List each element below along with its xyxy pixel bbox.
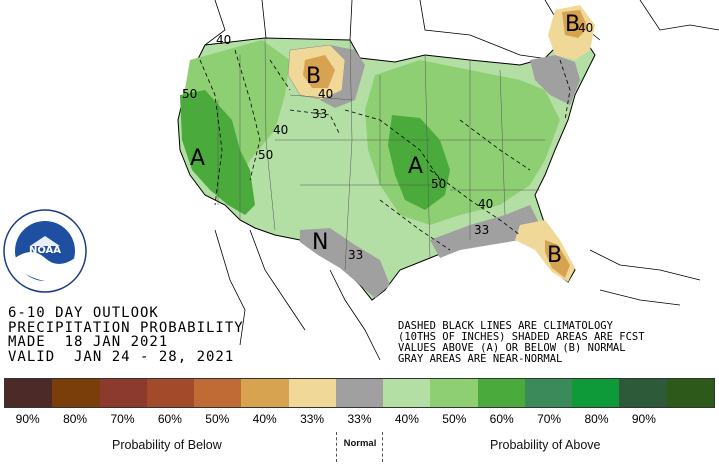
color-bin-label: 80% [63,412,88,426]
normal-region-north [320,45,365,108]
below-40-florida [545,240,570,278]
color-bin [430,379,478,407]
color-bin [146,379,195,407]
color-bin-label: 40% [252,412,277,426]
state-borders [217,37,545,271]
region-label-below-florida: B [547,243,563,268]
color-bin [619,379,667,407]
contour-label: 40 [478,197,494,211]
color-bin-label: 50% [205,412,230,426]
color-bin [572,379,620,407]
color-bin [383,379,431,407]
color-bin-label: 60% [157,412,182,426]
contour-label: 40 [578,21,594,35]
normal-region-northeast [530,55,580,105]
contour-label: 50 [258,148,274,162]
region-label-above-west: A [190,146,206,171]
contour-label: 40 [216,33,232,47]
legend-note-line: GRAY AREAS ARE NEAR-NORMAL [398,353,563,365]
color-bin-label: 80% [584,412,609,426]
legend-note-line: (10THS OF INCHES) SHADED AREAS ARE FCST [398,331,645,343]
normal-group-label: Normal [343,438,377,449]
color-bin [241,379,289,407]
color-bin [99,379,147,407]
color-bin [52,379,100,407]
color-bin [477,379,525,407]
color-bin-label: 40% [394,412,419,426]
above-50-west [180,90,255,215]
above-50-central [388,115,450,210]
color-bin [5,379,53,407]
noaa-logo-text: NOAA [29,245,61,256]
title-line: 6-10 DAY OUTLOOK [8,305,159,321]
color-bin-label: 33% [300,412,325,426]
color-bin-label: 90% [631,412,656,426]
normal-separator-left [336,432,337,462]
title-line: PRECIPITATION PROBABILITY [8,319,244,336]
color-bin [288,379,336,407]
contour-label: 40 [318,87,334,101]
legend-note-line: DASHED BLACK LINES ARE CLIMATOLOGY [398,321,613,332]
color-bin-label: 70% [537,412,562,426]
contour-label: 33 [348,248,364,262]
above-group-label: Probability of Above [490,438,601,452]
below-40-north [303,55,335,88]
outlook-title-block: 6-10 DAY OUTLOOK PRECIPITATION PROBABILIT… [8,306,244,364]
color-bin-label: 33% [347,412,372,426]
below-40-northeast [562,10,588,38]
normal-region-texas [300,228,390,298]
contour-label: 40 [273,123,289,137]
below-group-label: Probability of Below [112,438,222,452]
probability-color-bar [4,378,715,408]
legend-note: DASHED BLACK LINES ARE CLIMATOLOGY (10THS… [398,321,719,365]
color-bin [524,379,573,407]
color-bin [666,379,714,407]
color-bin-label: 90% [15,412,40,426]
color-bin [335,379,384,407]
climatology-lines [199,49,571,251]
normal-region-southeast [430,205,540,258]
contour-label: 50 [182,87,198,101]
color-bin [194,379,242,407]
color-bin-label: 50% [442,412,467,426]
color-bin-label: 60% [489,412,514,426]
normal-separator-right [382,432,383,462]
noaa-logo: NOAA [3,209,87,293]
region-label-below-northeast: B [565,12,581,37]
color-bin-label: 70% [110,412,135,426]
contour-label: 50 [431,177,447,191]
region-label-normal-texas: N [312,230,329,255]
region-label-above-central: A [408,154,424,179]
title-line: VALID JAN 24 - 28, 2021 [8,348,235,365]
title-line: MADE 18 JAN 2021 [8,334,169,350]
contour-label: 33 [474,223,490,237]
legend-note-line: VALUES ABOVE (A) OR BELOW (B) NORMAL [398,342,626,354]
contour-label: 33 [312,107,328,121]
region-label-below-north: B [306,64,322,89]
